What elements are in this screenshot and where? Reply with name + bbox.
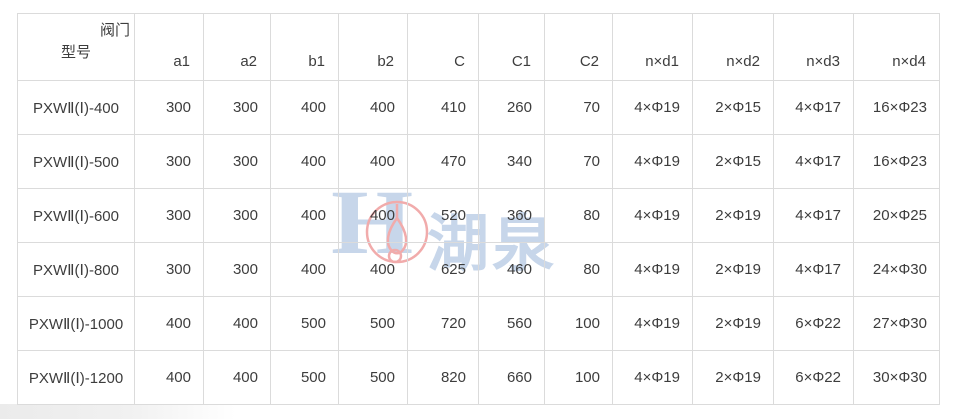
table-row: PXWⅡ(Ⅰ)-1000 400 400 500 500 720 560 100 4×Φ19 2×… (17, 296, 940, 351)
value-cell: 300 (134, 80, 204, 135)
value-cell: 400 (338, 188, 408, 243)
value-cell: 80 (544, 188, 613, 243)
column-header-n-d2: n×d2 (692, 13, 774, 81)
model-cell: PXWⅡ(Ⅰ)-400 (17, 80, 135, 135)
value-cell: 4×Φ17 (773, 80, 854, 135)
value-cell: 2×Φ19 (692, 188, 774, 243)
bottom-shadow (0, 404, 236, 419)
value-cell: 625 (407, 242, 479, 297)
value-cell: 260 (478, 80, 545, 135)
value-cell: 4×Φ19 (612, 134, 693, 189)
value-cell: 80 (544, 242, 613, 297)
value-cell: 4×Φ17 (773, 188, 854, 243)
value-cell: 400 (338, 80, 408, 135)
model-cell: PXWⅡ(Ⅰ)-1000 (17, 296, 135, 351)
value-cell: 2×Φ19 (692, 296, 774, 351)
value-cell: 70 (544, 80, 613, 135)
table-row: PXWⅡ(Ⅰ)-400 300 300 400 400 410 260 70 4×Φ19 2×Φ1… (17, 80, 940, 135)
value-cell: 500 (338, 296, 408, 351)
value-cell: 2×Φ15 (692, 80, 774, 135)
value-cell: 500 (270, 296, 339, 351)
value-cell: 2×Φ19 (692, 350, 774, 405)
value-cell: 400 (270, 242, 339, 297)
value-cell: 100 (544, 296, 613, 351)
value-cell: 300 (203, 188, 271, 243)
model-cell: PXWⅡ(Ⅰ)-800 (17, 242, 135, 297)
value-cell: 27×Φ30 (853, 296, 940, 351)
value-cell: 4×Φ19 (612, 242, 693, 297)
model-cell: PXWⅡ(Ⅰ)-600 (17, 188, 135, 243)
value-cell: 300 (134, 188, 204, 243)
model-cell: PXWⅡ(Ⅰ)-1200 (17, 350, 135, 405)
value-cell: 6×Φ22 (773, 350, 854, 405)
value-cell: 2×Φ15 (692, 134, 774, 189)
value-cell: 300 (134, 134, 204, 189)
corner-label-model: 型号 (60, 44, 91, 61)
column-header-b1: b1 (270, 13, 339, 81)
value-cell: 300 (203, 242, 271, 297)
value-cell: 400 (270, 188, 339, 243)
value-cell: 820 (407, 350, 479, 405)
value-cell: 2×Φ19 (692, 242, 774, 297)
corner-label-valve: 阀门 (99, 22, 130, 39)
value-cell: 4×Φ17 (773, 242, 854, 297)
value-cell: 340 (478, 134, 545, 189)
value-cell: 20×Φ25 (853, 188, 940, 243)
table-row: PXWⅡ(Ⅰ)-1200 400 400 500 500 820 660 100 4×Φ19 2×… (17, 350, 940, 405)
value-cell: 400 (203, 350, 271, 405)
value-cell: 16×Φ23 (853, 80, 940, 135)
value-cell: 300 (203, 80, 271, 135)
value-cell: 30×Φ30 (853, 350, 940, 405)
value-cell: 500 (270, 350, 339, 405)
column-header-C: C (407, 13, 479, 81)
value-cell: 500 (338, 350, 408, 405)
model-cell: PXWⅡ(Ⅰ)-500 (17, 134, 135, 189)
value-cell: 16×Φ23 (853, 134, 940, 189)
value-cell: 300 (203, 134, 271, 189)
value-cell: 24×Φ30 (853, 242, 940, 297)
value-cell: 460 (478, 242, 545, 297)
value-cell: 70 (544, 134, 613, 189)
value-cell: 4×Φ19 (612, 80, 693, 135)
value-cell: 720 (407, 296, 479, 351)
value-cell: 560 (478, 296, 545, 351)
value-cell: 100 (544, 350, 613, 405)
value-cell: 360 (478, 188, 545, 243)
spec-table: 阀门 型号 a1 a2 b1 b2 C C1 C2 n×d1 n×d2 n×d3 n×d4 PXWⅡ… (17, 13, 940, 405)
column-header-n-d1: n×d1 (612, 13, 693, 81)
value-cell: 400 (270, 134, 339, 189)
column-header-b2: b2 (338, 13, 408, 81)
value-cell: 410 (407, 80, 479, 135)
value-cell: 4×Φ17 (773, 134, 854, 189)
table-row: PXWⅡ(Ⅰ)-500 300 300 400 400 470 340 70 4×Φ19 2×Φ1… (17, 134, 940, 189)
table-row: PXWⅡ(Ⅰ)-800 300 300 400 400 625 460 80 4×Φ19 2×Φ1… (17, 242, 940, 297)
corner-header-cell: 阀门 型号 (17, 13, 135, 81)
column-header-n-d3: n×d3 (773, 13, 854, 81)
value-cell: 400 (134, 350, 204, 405)
value-cell: 400 (134, 296, 204, 351)
value-cell: 4×Φ19 (612, 188, 693, 243)
value-cell: 6×Φ22 (773, 296, 854, 351)
value-cell: 400 (203, 296, 271, 351)
value-cell: 4×Φ19 (612, 350, 693, 405)
header-row: 阀门 型号 a1 a2 b1 b2 C C1 C2 n×d1 n×d2 n×d3 n×d4 (17, 13, 940, 81)
value-cell: 400 (270, 80, 339, 135)
column-header-C2: C2 (544, 13, 613, 81)
value-cell: 300 (134, 242, 204, 297)
table-row: PXWⅡ(Ⅰ)-600 300 300 400 400 520 360 80 4×Φ19 2×Φ1… (17, 188, 940, 243)
column-header-n-d4: n×d4 (853, 13, 940, 81)
value-cell: 400 (338, 242, 408, 297)
value-cell: 4×Φ19 (612, 296, 693, 351)
value-cell: 660 (478, 350, 545, 405)
column-header-a2: a2 (203, 13, 271, 81)
column-header-C1: C1 (478, 13, 545, 81)
value-cell: 470 (407, 134, 479, 189)
column-header-a1: a1 (134, 13, 204, 81)
value-cell: 400 (338, 134, 408, 189)
value-cell: 520 (407, 188, 479, 243)
